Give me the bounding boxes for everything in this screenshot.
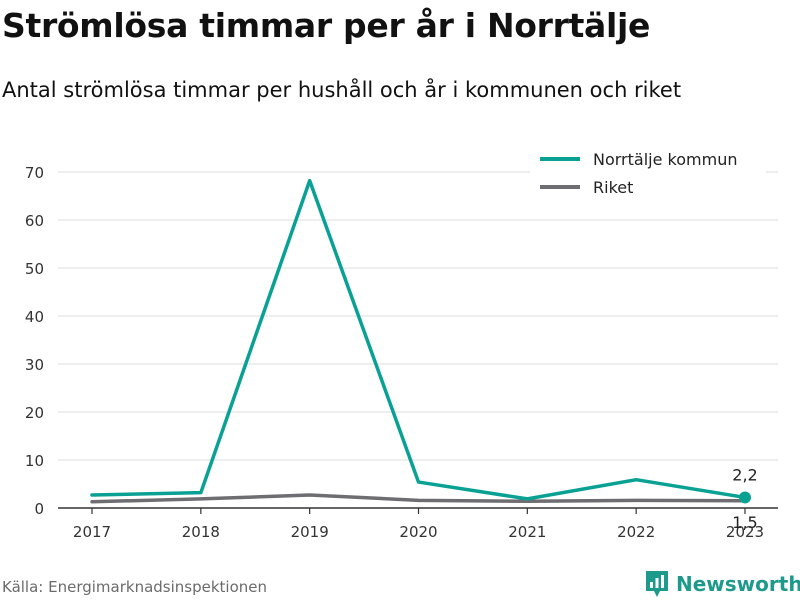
brand-name: Newsworthy	[676, 572, 800, 596]
data-label: 1,5	[732, 513, 757, 532]
x-axis-ticks: 2017 2018 2019 2020 2021 2022 2023	[58, 507, 778, 541]
series-line-norrtalje	[90, 178, 747, 501]
newsworthy-logo-icon	[646, 571, 668, 597]
x-tick-label: 2020	[399, 523, 437, 541]
y-tick-label: 10	[25, 452, 44, 470]
y-axis-ticks: 0 10 20 30 40 50 60 70	[25, 164, 44, 518]
y-tick-label: 20	[25, 404, 44, 422]
chart-title: Strömlösa timmar per år i Norrtälje	[2, 6, 651, 45]
line-chart: 0 10 20 30 40 50 60 70 2017 2018 2019 2020 2021 2022…	[24, 146, 778, 541]
series-lines	[90, 178, 747, 504]
brand-logo: Newsworthy	[644, 568, 800, 600]
y-tick-label: 60	[25, 212, 44, 230]
y-tick-label: 40	[25, 308, 44, 326]
y-tick-label: 70	[25, 164, 44, 182]
x-tick-label: 2023	[726, 523, 764, 541]
y-tick-label: 30	[25, 356, 44, 374]
x-tick-label: 2022	[617, 523, 655, 541]
gridlines	[58, 171, 778, 461]
legend: Norrtälje kommun Riket	[530, 146, 766, 204]
x-tick-label: 2017	[73, 523, 111, 541]
legend-label: Riket	[593, 178, 633, 197]
data-label: 2,2	[732, 465, 757, 484]
x-tick-label: 2018	[182, 523, 220, 541]
y-tick-label: 0	[34, 500, 44, 518]
chart-subtitle: Antal strömlösa timmar per hushåll och å…	[2, 78, 682, 102]
x-tick-label: 2021	[508, 523, 546, 541]
end-point-marker	[739, 491, 751, 504]
annotations: 2,2 1,5	[732, 465, 757, 531]
x-tick-label: 2019	[291, 523, 329, 541]
legend-background	[530, 146, 766, 204]
y-tick-label: 50	[25, 260, 44, 278]
series-line-riket	[90, 493, 747, 504]
legend-label: Norrtälje kommun	[593, 150, 737, 169]
source-note: Källa: Energimarknadsinspektionen	[2, 578, 268, 596]
